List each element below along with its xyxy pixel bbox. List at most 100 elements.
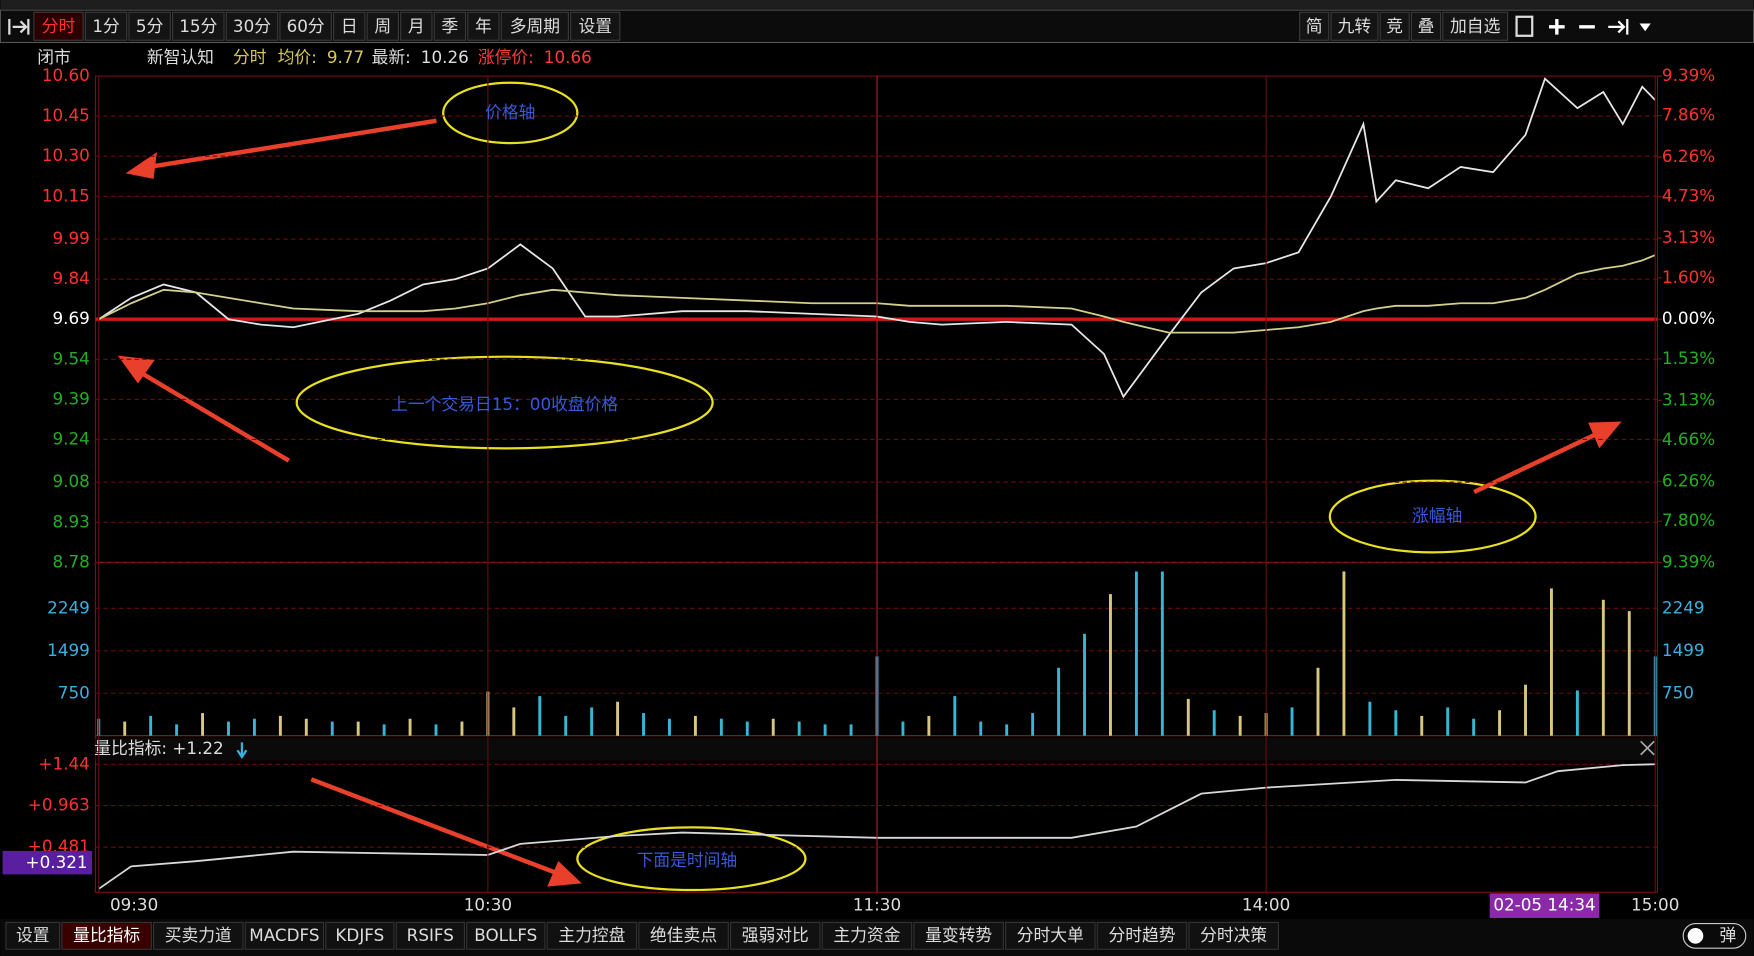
volume-bar	[1316, 667, 1320, 736]
toolbar-tab[interactable]	[279, 11, 332, 41]
toolbar-tab[interactable]	[500, 11, 569, 41]
bottom-tab[interactable]	[729, 921, 821, 950]
volume-bar	[927, 715, 931, 736]
volume-bar	[1394, 710, 1398, 736]
y-tick-label: 9.39	[52, 388, 89, 408]
info-latest-label: 最新:	[372, 47, 411, 67]
volume-bar	[123, 721, 127, 736]
toolbar-tab[interactable]	[366, 11, 400, 41]
volume-bar	[201, 713, 204, 736]
y2-tick-label: 6.26%	[1662, 146, 1715, 166]
volume-bar	[1498, 710, 1502, 736]
volume-bar	[1109, 594, 1112, 736]
y2-tick-label: 0.00%	[1662, 308, 1715, 328]
bottom-tab[interactable]	[1005, 921, 1096, 950]
y2-tick-label: 1.60%	[1662, 267, 1715, 287]
toolbar-button[interactable]	[1379, 11, 1410, 41]
dropdown-icon[interactable]	[1639, 23, 1651, 32]
bottom-tab[interactable]	[1096, 921, 1188, 950]
volume-bar	[1005, 724, 1009, 736]
annotation-arrow	[150, 118, 437, 169]
bottom-tab[interactable]	[5, 921, 61, 950]
toolbar-tab[interactable]	[84, 11, 128, 41]
bottom-tab[interactable]	[153, 921, 244, 950]
bottom-tab[interactable]	[61, 921, 152, 950]
annotation-arrowhead	[547, 860, 582, 887]
bottom-tab[interactable]	[466, 921, 546, 950]
volume-bar	[1420, 715, 1424, 736]
volume-bar	[797, 721, 801, 736]
bottom-tab-label: 主力资金	[833, 925, 900, 945]
toolbar-tab[interactable]	[467, 11, 500, 41]
info-limit-label: 涨停价:	[478, 47, 534, 67]
series-line	[98, 254, 1656, 334]
toolbar-tab[interactable]	[172, 11, 225, 41]
annotation-ellipse	[1328, 479, 1537, 554]
y-tick-label: 9.08	[52, 471, 89, 491]
info-status: 闭市	[37, 47, 71, 67]
y2-tick-label: 9.39%	[1662, 65, 1715, 85]
volume-bar	[745, 721, 749, 736]
close-icon[interactable]	[1640, 740, 1655, 756]
toolbar-button[interactable]	[1299, 11, 1330, 41]
toolbar-tab[interactable]	[570, 11, 621, 41]
x-tick-label: 14:00	[1242, 895, 1290, 915]
toolbar-tab[interactable]	[128, 11, 171, 41]
bottom-tab-label: 绝佳卖点	[650, 925, 717, 945]
toolbar-button[interactable]	[1410, 11, 1442, 41]
volume-bar	[1601, 599, 1605, 736]
trend-arrow	[236, 742, 248, 759]
annotation-arrowhead	[117, 355, 155, 384]
toolbar-icon[interactable]	[8, 19, 30, 35]
volume-bar	[512, 707, 516, 736]
bottom-tab[interactable]	[395, 921, 465, 950]
cursor-value: +0.321	[26, 852, 88, 872]
bottom-tab-label: 量变转势	[925, 925, 992, 945]
bottom-tab[interactable]	[546, 921, 638, 950]
volume-bar	[1575, 690, 1579, 736]
toolbar-button[interactable]	[1442, 11, 1509, 41]
series-line	[98, 77, 1656, 399]
toggle-switch[interactable]	[1682, 923, 1747, 949]
toolbar-tab[interactable]	[433, 11, 467, 41]
bottom-tab[interactable]	[1188, 921, 1279, 950]
volume-bar	[719, 718, 723, 736]
bottom-tab-label: 主力控盘	[558, 925, 625, 945]
x-tick-label: 09:30	[110, 895, 158, 915]
info-avg-label: 均价:	[278, 47, 317, 67]
toolbar-tab[interactable]	[225, 11, 279, 41]
bottom-tab[interactable]	[325, 921, 395, 950]
y-tick-label: 750	[58, 682, 90, 702]
lock-icon[interactable]	[1515, 15, 1534, 37]
bottom-tab-label: RSIFS	[407, 925, 454, 945]
toolbar-button[interactable]	[1330, 11, 1379, 41]
volume-bar	[460, 721, 464, 736]
toolbar-tab-label: 分时	[42, 16, 76, 36]
bottom-tab[interactable]	[244, 921, 325, 950]
annotation-arrowhead	[1588, 421, 1622, 449]
toolbar-tab[interactable]	[333, 11, 366, 41]
bottom-tab[interactable]	[638, 921, 729, 950]
y2-tick-label: 4.66%	[1662, 429, 1715, 449]
volume-bar	[149, 715, 153, 736]
toolbar-tab-label: 年	[475, 16, 492, 36]
window-top	[0, 0, 1754, 9]
volume-bar	[1627, 611, 1631, 736]
toolbar-tab-label: 多周期	[510, 16, 560, 36]
volume-bar	[564, 715, 568, 736]
bottom-tab[interactable]	[821, 921, 913, 950]
toolbar-button-label: 加自选	[1450, 16, 1501, 36]
plus-icon[interactable]	[1548, 19, 1565, 35]
volume-bar	[227, 721, 230, 736]
y-tick-label: 8.78	[52, 551, 89, 571]
y-tick-label-right: 1499	[1662, 640, 1705, 660]
toolbar-tab[interactable]	[400, 11, 433, 41]
toolbar-tab[interactable]	[33, 11, 84, 41]
expand-icon[interactable]	[1608, 19, 1629, 35]
annotation-ellipse	[442, 81, 579, 145]
bottom-tab[interactable]	[913, 921, 1004, 950]
volume-bar	[849, 724, 853, 736]
info-latest: 10.26	[421, 47, 469, 67]
